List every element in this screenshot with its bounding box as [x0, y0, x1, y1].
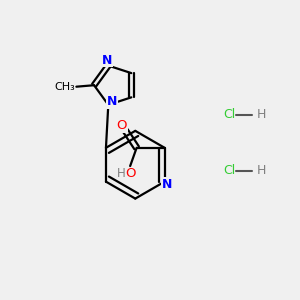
Text: N: N [162, 178, 172, 190]
Text: Cl: Cl [224, 108, 236, 121]
Text: O: O [125, 167, 135, 180]
Text: CH₃: CH₃ [54, 82, 75, 92]
Text: Cl: Cl [224, 164, 236, 177]
Text: H: H [117, 167, 126, 180]
Text: H: H [256, 164, 266, 177]
Text: N: N [106, 95, 117, 108]
Text: N: N [102, 54, 112, 67]
Text: O: O [117, 119, 127, 132]
Text: H: H [256, 108, 266, 121]
